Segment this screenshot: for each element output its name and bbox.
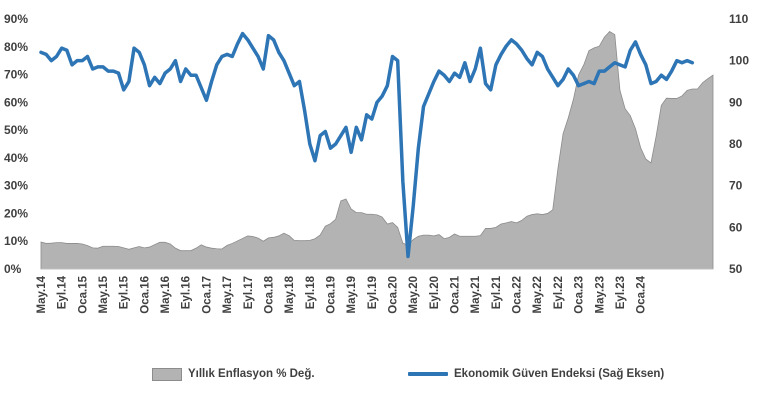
x-tick-label: May.21	[470, 275, 482, 313]
right-tick-label: 100	[729, 54, 749, 68]
left-tick-label: 50%	[4, 123, 28, 137]
x-tick-label: Eyl.22	[553, 276, 565, 309]
x-tick-label: Eyl.18	[305, 275, 317, 309]
x-tick-label: May.23	[594, 276, 606, 314]
legend-area-swatch	[152, 367, 182, 381]
left-tick-label: 20%	[4, 206, 28, 220]
x-tick-label: May.20	[408, 276, 420, 314]
x-tick-label: Oca.21	[450, 275, 462, 313]
line-series-layer	[39, 31, 695, 259]
left-tick-label: 10%	[4, 234, 28, 248]
x-tick-label: May.18	[284, 275, 296, 313]
x-tick-label: May.17	[222, 276, 234, 314]
left-tick-label: 70%	[4, 68, 28, 82]
x-tick-label: Oca.24	[636, 275, 648, 313]
right-tick-label: 80	[729, 137, 743, 151]
x-tick-label: May.22	[532, 276, 544, 314]
left-tick-label: 80%	[4, 40, 28, 54]
x-tick-label: May.14	[36, 275, 48, 313]
x-tick-label: Oca.16	[139, 276, 151, 314]
confidence-index-line	[39, 31, 695, 259]
area-series-layer	[40, 30, 714, 270]
left-tick-label: 40%	[4, 151, 28, 165]
x-tick-label: Eyl.14	[57, 275, 69, 309]
x-tick-label: Oca.19	[326, 276, 338, 314]
legend-area: Yıllık Enflasyon % Değ.	[152, 366, 315, 382]
x-tick-label: Oca.20	[388, 276, 400, 314]
legend-line: Ekonomik Güven Endeksi (Sağ Eksen)	[408, 366, 664, 382]
left-axis-ticks: 0% 10% 20% 30% 40% 50% 60% 70% 80% 90%	[4, 12, 28, 276]
x-axis-ticks: May.14 Eyl.14 Oca.15 May.15 Eyl.15 Oca.16 May.…	[36, 275, 648, 313]
right-tick-label: 70	[729, 179, 743, 193]
left-tick-label: 60%	[4, 95, 28, 109]
x-tick-label: May.15	[98, 275, 110, 313]
legend-area-label: Yıllık Enflasyon % Değ.	[188, 368, 315, 380]
x-tick-label: Eyl.15	[119, 275, 131, 309]
x-tick-label: Eyl.17	[243, 276, 255, 309]
x-tick-label: Eyl.21	[491, 275, 503, 309]
left-tick-label: 30%	[4, 179, 28, 193]
x-tick-label: Eyl.20	[429, 276, 441, 309]
right-tick-label: 60	[729, 220, 743, 234]
right-axis-ticks: 50 60 70 80 90 100 110	[729, 12, 749, 276]
right-tick-label: 90	[729, 95, 743, 109]
right-tick-label: 110	[729, 12, 749, 26]
x-tick-label: Eyl.16	[181, 276, 193, 309]
x-tick-label: Oca.23	[574, 276, 586, 314]
x-tick-label: Oca.22	[512, 276, 524, 314]
x-tick-label: May.16	[160, 276, 172, 314]
x-tick-label: Oca.18	[263, 275, 275, 313]
legend-line-swatch	[408, 372, 448, 376]
legend-line-label: Ekonomik Güven Endeksi (Sağ Eksen)	[454, 368, 665, 380]
x-tick-label: Oca.15	[77, 275, 89, 313]
left-tick-label: 90%	[4, 12, 28, 26]
right-tick-label: 50	[729, 262, 743, 276]
left-tick-label: 0%	[4, 262, 22, 276]
x-tick-label: Eyl.19	[367, 276, 379, 309]
x-tick-label: May.19	[346, 276, 358, 314]
inflation-area	[40, 30, 714, 270]
x-tick-label: Eyl.23	[615, 276, 627, 309]
x-tick-label: Oca.17	[201, 276, 213, 314]
